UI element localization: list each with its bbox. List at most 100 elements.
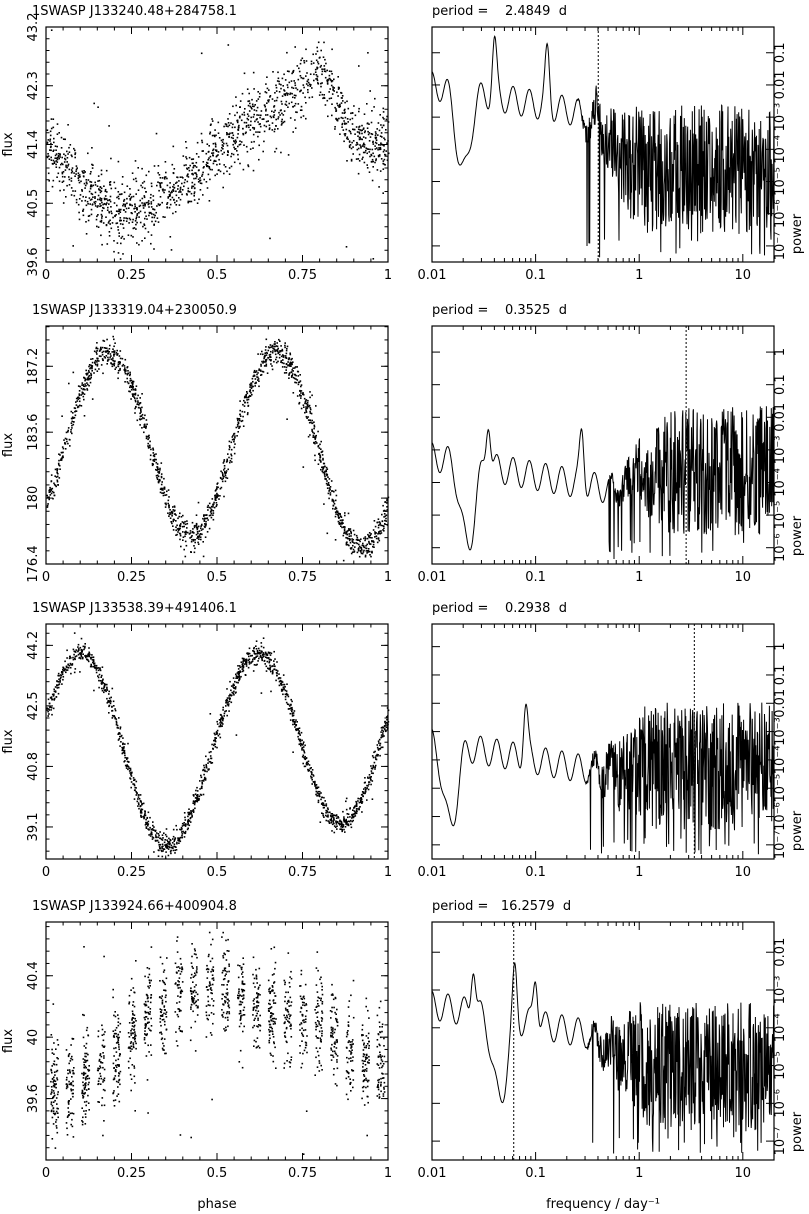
data-point (248, 652, 251, 655)
data-point (181, 825, 184, 827)
data-point (151, 213, 153, 215)
data-point (62, 451, 64, 454)
data-point (155, 474, 158, 477)
x-tick-label: 0.75 (288, 865, 317, 880)
data-point (346, 821, 348, 824)
data-point (55, 157, 58, 160)
data-point (260, 374, 262, 376)
data-point (190, 813, 193, 815)
data-point (100, 682, 103, 685)
data-point (298, 732, 301, 735)
data-point (108, 690, 110, 693)
data-point (282, 114, 285, 116)
data-point (241, 657, 244, 660)
data-point (291, 86, 293, 89)
data-point (147, 811, 150, 814)
data-point (344, 512, 346, 514)
data-point (367, 785, 369, 787)
y-tick-label: 10⁻⁷ (773, 232, 788, 261)
data-point (228, 113, 231, 115)
data-point (204, 779, 207, 781)
data-point (251, 98, 253, 101)
data-point (180, 516, 183, 518)
data-point (236, 150, 238, 152)
data-point (175, 182, 177, 184)
data-point (78, 211, 80, 214)
data-point (331, 114, 333, 117)
data-point (209, 131, 212, 134)
data-point (131, 393, 134, 395)
data-point (178, 191, 180, 193)
data-point (275, 84, 277, 87)
data-point (344, 123, 346, 125)
data-point (299, 740, 302, 742)
data-point (353, 550, 356, 552)
data-point (91, 659, 94, 661)
data-point (332, 504, 335, 507)
y-tick-label: 10⁻⁶ (773, 533, 788, 562)
data-point (189, 190, 191, 193)
data-point (298, 381, 301, 383)
data-point (172, 529, 175, 531)
data-point (326, 474, 328, 477)
data-point (90, 367, 92, 369)
data-point (243, 396, 246, 399)
data-point (382, 726, 384, 729)
data-point (323, 41, 325, 44)
data-point (336, 119, 338, 121)
data-point (228, 445, 231, 447)
data-point (118, 208, 120, 211)
data-point (355, 812, 358, 815)
data-point (152, 829, 154, 831)
data-point (132, 178, 135, 181)
data-point (278, 680, 281, 683)
data-point (373, 106, 375, 108)
data-point (242, 168, 245, 171)
data-point (270, 659, 272, 661)
data-point (346, 533, 348, 536)
data-point (360, 551, 362, 553)
data-point (277, 347, 279, 350)
data-point (57, 462, 60, 465)
data-point (249, 386, 251, 388)
data-point (222, 477, 224, 480)
data-point (363, 113, 366, 115)
data-point (356, 542, 359, 545)
data-point (250, 382, 253, 384)
data-point (332, 821, 335, 823)
data-point (191, 162, 194, 165)
data-point (247, 124, 250, 126)
data-point (195, 177, 197, 180)
data-point (384, 523, 386, 525)
data-point (168, 194, 171, 196)
data-point (314, 454, 316, 457)
data-point (358, 547, 360, 549)
data-point (95, 671, 98, 674)
data-point (279, 350, 281, 352)
data-point (177, 839, 179, 841)
data-point (386, 498, 388, 501)
data-point (255, 664, 257, 666)
data-point (151, 836, 154, 838)
data-point (60, 674, 63, 677)
data-point (144, 237, 146, 239)
data-point (305, 83, 308, 85)
data-point (106, 697, 108, 700)
data-point (223, 125, 225, 128)
data-point (197, 799, 200, 801)
data-point (131, 204, 133, 207)
data-point (173, 843, 176, 846)
data-point (232, 143, 234, 146)
data-point (368, 536, 370, 539)
data-point (115, 222, 118, 225)
data-point (238, 665, 241, 667)
data-point (212, 162, 215, 165)
data-point (230, 454, 233, 457)
data-point (156, 839, 159, 842)
data-point (73, 653, 75, 656)
data-point (356, 131, 359, 133)
data-point (116, 242, 119, 244)
data-point (83, 175, 85, 178)
data-point (214, 737, 216, 739)
data-point (362, 128, 365, 130)
